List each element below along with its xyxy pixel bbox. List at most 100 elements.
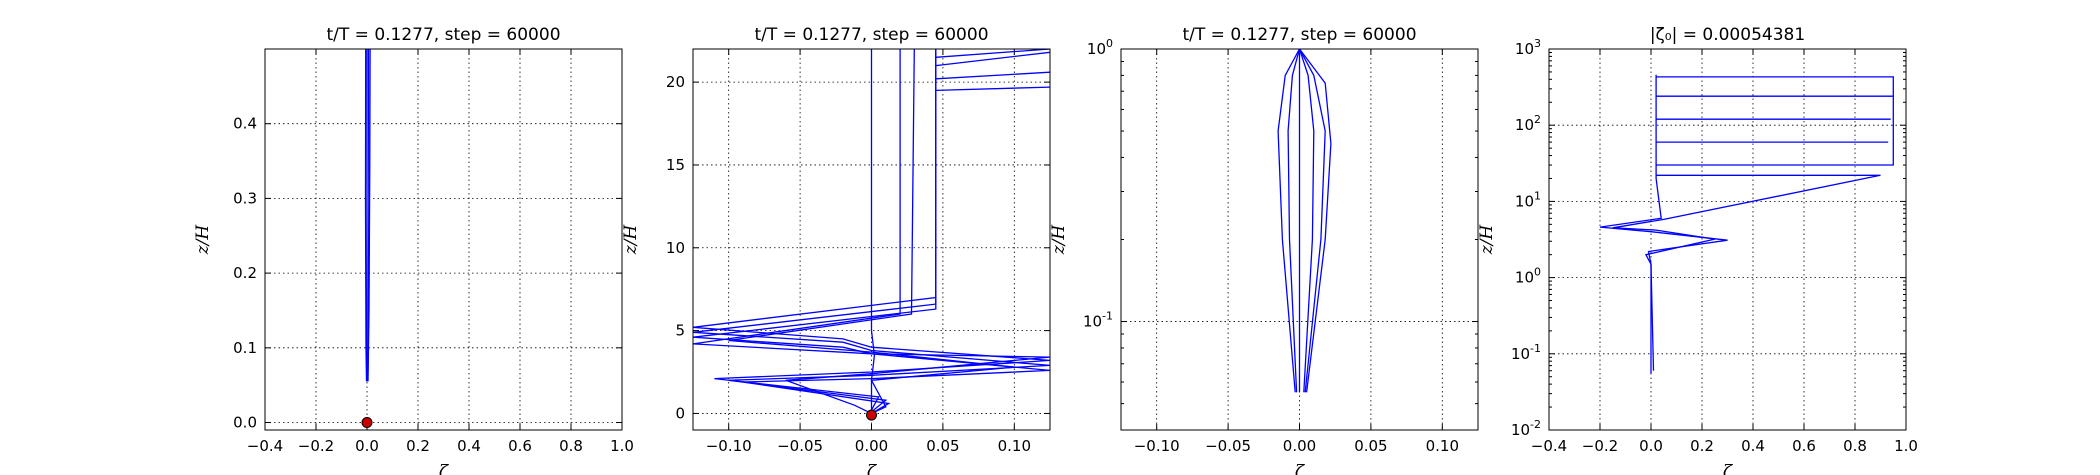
series-line-2 xyxy=(1298,49,1326,393)
x-axis-label: ζ xyxy=(1723,462,1734,475)
y-tick-label: 0.0 xyxy=(233,414,257,432)
y-tick-base: 10 xyxy=(1083,313,1102,331)
y-tick-base: 10 xyxy=(1087,40,1106,58)
x-tick-label: 0.0 xyxy=(355,437,379,455)
x-tick-label: 0.0 xyxy=(1639,437,1663,455)
x-tick-label: −0.10 xyxy=(1134,437,1180,455)
x-tick-label: −0.10 xyxy=(706,437,752,455)
x-tick-label: 0.8 xyxy=(559,437,583,455)
series-line-5 xyxy=(1298,49,1332,393)
series-line-7 xyxy=(935,49,1050,58)
series-line-1 xyxy=(870,49,876,414)
x-tick-label: 0.05 xyxy=(1354,437,1387,455)
y-axis-label: z/H xyxy=(1477,224,1497,256)
x-tick-label: 0.6 xyxy=(508,437,532,455)
x-tick-label: 0.6 xyxy=(1792,437,1816,455)
y-axis-label: z/H xyxy=(621,224,641,256)
y-tick-label: 101 xyxy=(1515,189,1541,210)
x-tick-label: 0.10 xyxy=(998,437,1031,455)
y-tick-label: 0.1 xyxy=(233,339,257,357)
y-tick-label: 10 xyxy=(666,239,685,257)
series-line-8 xyxy=(935,51,1050,67)
series-line-3 xyxy=(1656,76,1894,166)
axes-frame xyxy=(692,48,1051,431)
x-tick-label: 0.2 xyxy=(406,437,430,455)
y-axis-label: z/H xyxy=(1049,224,1069,256)
series-line-4 xyxy=(367,49,371,382)
y-axis-label: z/H xyxy=(193,224,213,256)
series-line-6 xyxy=(693,49,1050,414)
y-tick-label: 10-1 xyxy=(1511,342,1541,363)
x-axis-label: ζ xyxy=(867,462,878,475)
y-tick-label: 20 xyxy=(666,73,685,91)
y-tick-base: 10 xyxy=(1511,345,1530,363)
plot-area xyxy=(1277,49,1332,393)
series-line-2 xyxy=(1612,174,1881,371)
y-tick-exponent: -1 xyxy=(1102,310,1113,323)
y-tick-exponent: 2 xyxy=(1534,113,1541,126)
chart-panel-2: −0.10 −0.05 0.00 0.05 0.10 0 5 10 15 20 t/T = 0.12… xyxy=(621,25,1051,475)
y-tick-base: 10 xyxy=(1515,192,1534,210)
y-tick-base: 10 xyxy=(1515,40,1534,58)
x-tick-label: 0.2 xyxy=(1690,437,1714,455)
x-tick-label: 0.10 xyxy=(1426,437,1459,455)
y-tick-base: 10 xyxy=(1515,269,1534,287)
y-tick-label: 100 xyxy=(1515,266,1541,287)
y-tick-label: 10-2 xyxy=(1511,418,1541,439)
x-tick-label: −0.4 xyxy=(247,437,283,455)
chart-panel-1: −0.4 −0.2 0.0 0.2 0.4 0.6 0.8 1.0 0.0 0.1 0.2 0.3 0.… xyxy=(193,25,634,475)
origin-marker xyxy=(361,417,373,429)
x-tick-label: 0.4 xyxy=(1741,437,1765,455)
x-tick-label: −0.2 xyxy=(298,437,334,455)
axes-frame xyxy=(264,48,623,431)
x-tick-label: −0.2 xyxy=(1582,437,1618,455)
axes-frame xyxy=(1120,48,1479,431)
series-line-1 xyxy=(364,49,368,382)
y-tick-label: 100 xyxy=(1087,37,1113,58)
y-tick-base: 10 xyxy=(1511,421,1530,439)
origin-marker xyxy=(866,409,877,421)
chart-title: |ζ₀| = 0.00054381 xyxy=(1650,25,1805,45)
y-tick-exponent: -1 xyxy=(1530,342,1541,355)
y-tick-label: 102 xyxy=(1515,113,1541,134)
y-tick-exponent: 1 xyxy=(1534,189,1541,202)
series-line-1 xyxy=(1599,74,1728,374)
y-tick-label: 0.3 xyxy=(233,189,257,207)
series-line-9 xyxy=(935,71,1050,80)
y-tick-label: 0 xyxy=(675,404,685,422)
y-tick-base: 10 xyxy=(1515,116,1534,134)
y-tick-label: 103 xyxy=(1515,37,1541,58)
x-tick-label: −0.05 xyxy=(777,437,823,455)
y-tick-exponent: 0 xyxy=(1534,266,1541,279)
x-tick-label: −0.05 xyxy=(1205,437,1251,455)
y-tick-label: 0.4 xyxy=(233,115,257,133)
x-tick-label: 0.4 xyxy=(457,437,481,455)
series-line-3 xyxy=(693,49,1050,413)
y-tick-label: 10-1 xyxy=(1083,310,1113,331)
axes-frame xyxy=(1548,48,1907,431)
plot-area xyxy=(1599,74,1894,374)
plot-area xyxy=(364,49,371,382)
series-line-2 xyxy=(693,49,1050,411)
chart-panel-4: −0.4 −0.2 0.0 0.2 0.4 0.6 0.8 1.010-210-1100101… xyxy=(1477,25,1918,475)
x-axis-label: ζ xyxy=(1295,462,1306,475)
plot-area xyxy=(693,49,1050,414)
y-tick-label: 15 xyxy=(666,156,685,174)
series-line-5 xyxy=(728,49,1015,414)
series-line-1 xyxy=(1277,49,1301,393)
x-tick-label: 1.0 xyxy=(610,437,634,455)
x-tick-label: 1.0 xyxy=(1894,437,1918,455)
y-tick-label: 5 xyxy=(675,322,685,340)
chart-title: t/T = 0.1277, step = 60000 xyxy=(754,25,988,45)
y-tick-exponent: -2 xyxy=(1530,418,1541,431)
y-tick-exponent: 0 xyxy=(1106,37,1113,50)
x-tick-label: −0.4 xyxy=(1531,437,1567,455)
series-line-4 xyxy=(1298,49,1315,393)
y-tick-label: 0.2 xyxy=(233,264,257,282)
y-tick-exponent: 3 xyxy=(1534,37,1541,50)
chart-title: t/T = 0.1277, step = 60000 xyxy=(326,25,560,45)
series-line-3 xyxy=(1287,49,1301,393)
series-line-10 xyxy=(935,86,1050,92)
